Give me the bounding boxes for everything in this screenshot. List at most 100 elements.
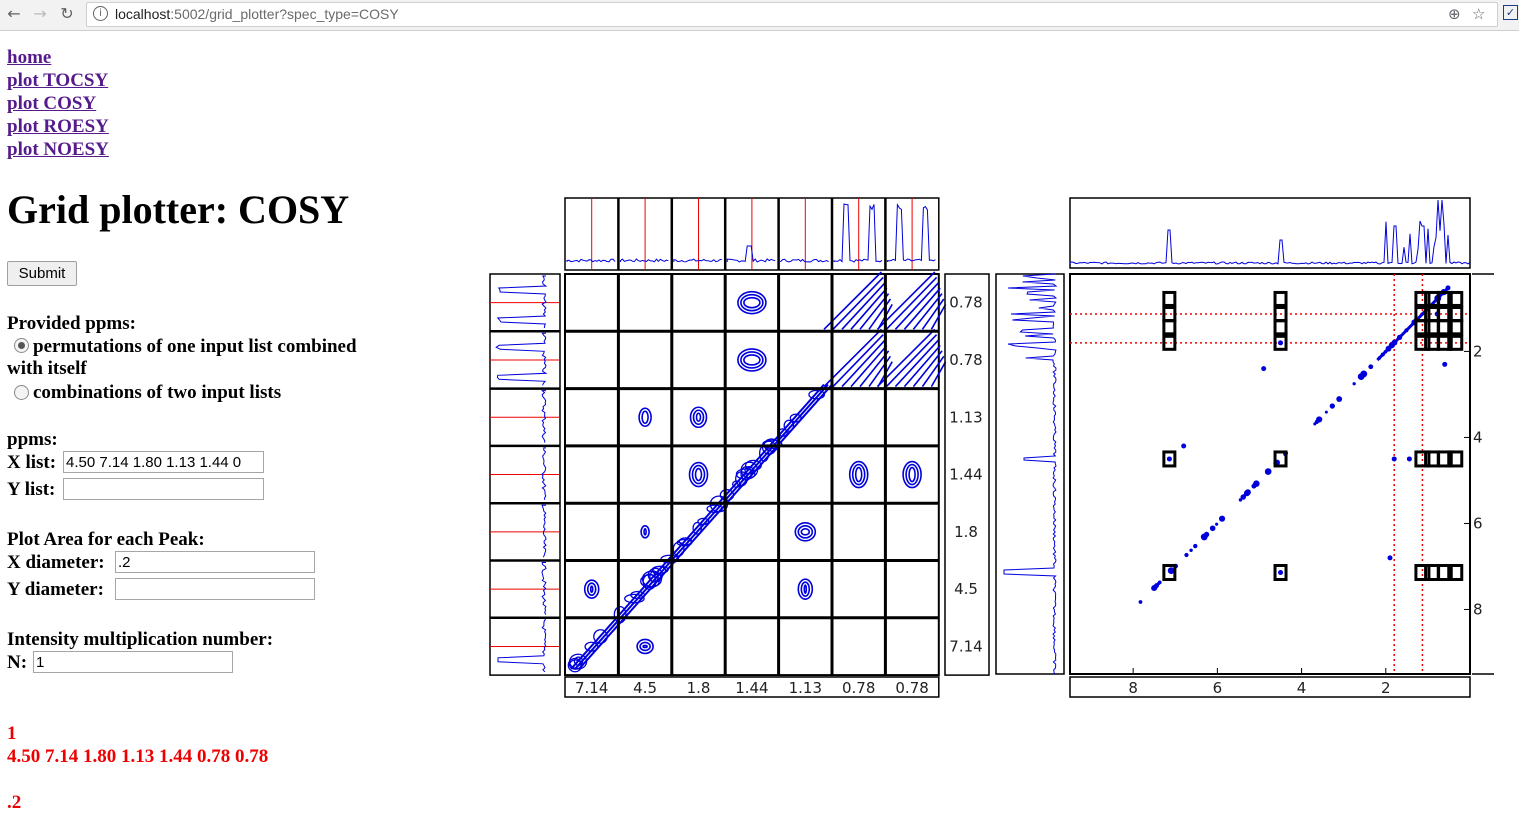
diagonal-contour-blob [613, 605, 627, 624]
contour-peak [638, 407, 652, 428]
back-icon[interactable]: ← [7, 4, 21, 23]
left-1d-projection [489, 273, 561, 676]
contour-hatch [930, 304, 947, 330]
contour-peak [794, 522, 817, 542]
contour-hatch [876, 271, 936, 330]
contour-peak [691, 464, 706, 485]
diagonal-contour-blob [783, 419, 795, 432]
selected-peak-box [1447, 334, 1464, 351]
contour-hatch [894, 339, 939, 388]
bookmark-star-icon[interactable]: ☆ [1472, 5, 1486, 23]
full-y-tick-label: 8 [1473, 600, 1483, 618]
selected-peak-box [1162, 319, 1177, 336]
contour-hatch [841, 282, 886, 330]
nav-tocsy-link[interactable]: plot TOCSY [7, 70, 109, 91]
contour-peak [694, 467, 703, 482]
full-x-axis: 8 6 4 2 [1069, 668, 1471, 698]
contour-hatch [885, 334, 938, 388]
grid-y-axis-frame [944, 273, 990, 676]
permutations-radio[interactable] [14, 338, 29, 353]
full-top-trace [1069, 199, 1471, 265]
diagonal-contour-blob [735, 471, 748, 487]
diagonal-peak [1209, 525, 1216, 532]
selected-peak-box [1447, 290, 1464, 307]
selected-peak-box [1273, 334, 1288, 351]
diagonal-peak [1324, 410, 1328, 414]
x-list-input[interactable] [63, 451, 264, 473]
selected-peak-box [1273, 290, 1288, 307]
full-y-axis: 2 4 6 8 [1464, 273, 1494, 675]
contour-peak [640, 525, 650, 539]
left-spectrum-trace [495, 332, 548, 386]
y-list-input[interactable] [63, 478, 264, 500]
selected-peak-box [1414, 334, 1431, 351]
grid-y-tick-label: 1.13 [949, 408, 982, 426]
diagonal-peak [1242, 494, 1247, 499]
top-spectrum-trace [780, 258, 829, 263]
extension-check-icon[interactable]: ✓ [1503, 5, 1518, 20]
diagonal-peak [1193, 543, 1198, 549]
grid-x-tick-label: 4.5 [633, 679, 657, 697]
ppms-label: ppms: [7, 429, 58, 450]
contour-peak [688, 461, 709, 488]
diagonal-contour-blob [762, 439, 783, 450]
contour-peak [583, 579, 600, 599]
top-spectrum-trace [619, 258, 669, 263]
full-2d-plot [1069, 273, 1471, 675]
output-n: 1 [7, 723, 17, 744]
contour-peak [902, 460, 922, 489]
grid-x-tick-label: 1.13 [789, 679, 822, 697]
browser-toolbar: ← → ↻ i localhost:5002/grid_plotter?spec… [0, 0, 1519, 31]
contour-peak [639, 641, 651, 652]
diagonal-peak [1253, 480, 1260, 487]
top-spectrum-trace [673, 258, 722, 263]
contour-peak [848, 460, 869, 489]
x-diameter-input[interactable] [115, 551, 315, 573]
diagonal-peak [1157, 580, 1162, 585]
cross-peak [1278, 569, 1284, 575]
full-top-projection [1069, 197, 1471, 269]
cross-peak [1406, 456, 1412, 462]
grid-y-tick-label: 0.78 [949, 351, 982, 369]
top-spectrum-trace [886, 203, 936, 262]
selected-peak-box [1162, 563, 1177, 581]
forward-icon[interactable]: → [33, 4, 47, 23]
contour-hatch [832, 276, 884, 330]
selected-peak-box [1273, 563, 1288, 581]
nav-roesy-link[interactable]: plot ROESY [7, 116, 109, 137]
contour-peak [797, 578, 814, 600]
grid-plot-figure: 7.14 4.5 1.8 1.44 1.13 0.78 0.78 0.78 0.78 1.13 1… [489, 197, 990, 698]
left-spectrum-trace [496, 275, 548, 329]
diagonal-peak [1184, 552, 1189, 558]
contour-peak [800, 581, 811, 597]
selected-peak-box [1436, 290, 1453, 307]
reload-icon[interactable]: ↻ [60, 4, 74, 23]
combinations-radio[interactable] [14, 385, 29, 400]
diagonal-contour-blob [624, 593, 645, 604]
diagonal-peak [1352, 382, 1356, 386]
contour-hatch [841, 339, 886, 388]
y-diameter-input[interactable] [115, 578, 315, 600]
address-bar[interactable]: i localhost:5002/grid_plotter?spec_type=… [86, 2, 1498, 27]
diagonal-contour-blob [789, 413, 802, 423]
left-spectrum-trace [541, 562, 547, 615]
contour-peak [797, 525, 814, 539]
nav-home-link[interactable]: home [7, 47, 52, 68]
contour-hatch [850, 344, 888, 388]
site-info-icon[interactable]: i [93, 6, 108, 21]
y-diameter-label: Y diameter: [7, 579, 104, 600]
top-spectrum-trace [833, 203, 883, 263]
contour-hatch [876, 328, 936, 388]
selected-peak-box [1162, 290, 1177, 307]
submit-button[interactable]: Submit [7, 261, 77, 286]
nav-cosy-link[interactable]: plot COSY [7, 93, 97, 114]
diagonal-peak [1151, 585, 1158, 592]
zoom-icon[interactable]: ⊕ [1448, 5, 1461, 23]
permutations-label-line1: permutations of one input list combined [33, 336, 357, 357]
permutations-label-line2: with itself [7, 358, 87, 379]
selected-peak-box [1447, 563, 1464, 581]
full-y-tick-label: 2 [1473, 342, 1483, 360]
nav-noesy-link[interactable]: plot NOESY [7, 139, 109, 160]
n-input[interactable] [33, 651, 233, 673]
contour-peak [589, 585, 594, 593]
